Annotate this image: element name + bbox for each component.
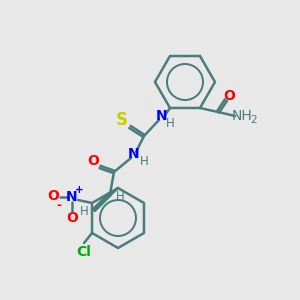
Text: H: H: [166, 118, 174, 130]
Text: H: H: [80, 206, 88, 218]
Text: N: N: [128, 147, 140, 161]
Text: 2: 2: [251, 115, 257, 125]
Text: Cl: Cl: [76, 245, 92, 259]
Text: O: O: [223, 89, 235, 103]
Text: N: N: [156, 109, 168, 123]
Text: H: H: [140, 155, 148, 169]
Text: NH: NH: [232, 109, 252, 123]
Text: -: -: [57, 199, 62, 212]
Text: S: S: [116, 111, 128, 129]
Text: O: O: [87, 154, 99, 168]
Text: N: N: [66, 190, 78, 204]
Text: O: O: [47, 189, 59, 203]
Text: O: O: [66, 211, 78, 225]
Text: H: H: [116, 190, 124, 203]
Text: +: +: [75, 185, 83, 195]
